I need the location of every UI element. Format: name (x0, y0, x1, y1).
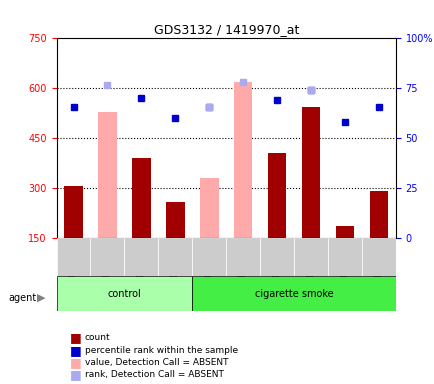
Bar (301, 107, 319, 238)
Bar (166, 202, 184, 238)
Text: rank, Detection Call = ABSENT: rank, Detection Call = ABSENT (85, 370, 223, 379)
FancyBboxPatch shape (192, 276, 395, 311)
Bar (200, 178, 218, 238)
Text: percentile rank within the sample: percentile rank within the sample (85, 346, 237, 355)
FancyBboxPatch shape (260, 238, 293, 276)
Text: count: count (85, 333, 110, 343)
FancyBboxPatch shape (56, 238, 90, 276)
Title: GDS3132 / 1419970_at: GDS3132 / 1419970_at (153, 23, 298, 36)
Bar (233, 82, 252, 238)
Text: agent: agent (9, 293, 37, 303)
FancyBboxPatch shape (158, 238, 192, 276)
FancyBboxPatch shape (293, 238, 327, 276)
Text: ■: ■ (69, 344, 81, 357)
Text: ■: ■ (69, 331, 81, 344)
Text: ▶: ▶ (37, 293, 46, 303)
FancyBboxPatch shape (90, 238, 124, 276)
FancyBboxPatch shape (327, 238, 361, 276)
Bar (64, 187, 82, 238)
FancyBboxPatch shape (56, 276, 192, 311)
FancyBboxPatch shape (192, 238, 226, 276)
Bar (132, 158, 150, 238)
FancyBboxPatch shape (226, 238, 260, 276)
Bar (267, 153, 286, 238)
Bar (335, 227, 353, 238)
Text: control: control (107, 289, 141, 299)
Text: ■: ■ (69, 356, 81, 369)
Text: cigarette smoke: cigarette smoke (254, 289, 332, 299)
FancyBboxPatch shape (124, 238, 158, 276)
Text: ■: ■ (69, 368, 81, 381)
Text: value, Detection Call = ABSENT: value, Detection Call = ABSENT (85, 358, 228, 367)
FancyBboxPatch shape (361, 238, 395, 276)
Bar (369, 192, 387, 238)
Bar (98, 112, 116, 238)
